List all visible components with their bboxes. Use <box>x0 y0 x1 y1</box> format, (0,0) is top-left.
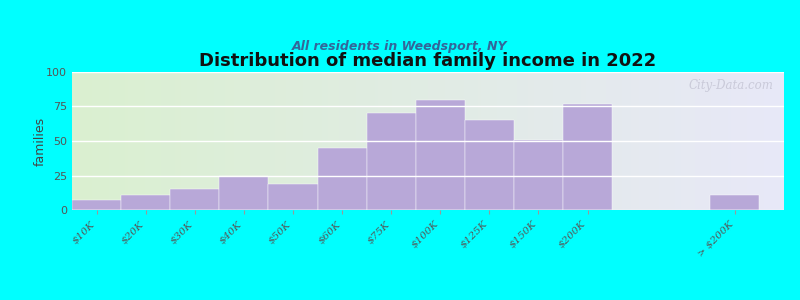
Bar <box>269 184 318 210</box>
Bar <box>710 195 759 210</box>
Bar <box>219 176 269 210</box>
Bar <box>416 100 465 210</box>
Y-axis label: families: families <box>34 116 47 166</box>
Bar <box>121 195 170 210</box>
Bar <box>366 113 416 210</box>
Text: City-Data.com: City-Data.com <box>689 79 774 92</box>
Title: Distribution of median family income in 2022: Distribution of median family income in … <box>199 52 657 70</box>
Bar <box>465 120 514 210</box>
Bar <box>318 148 366 210</box>
Bar <box>170 189 219 210</box>
Bar <box>563 104 612 210</box>
Bar <box>514 140 563 210</box>
Text: All residents in Weedsport, NY: All residents in Weedsport, NY <box>292 40 508 53</box>
Bar <box>72 200 121 210</box>
